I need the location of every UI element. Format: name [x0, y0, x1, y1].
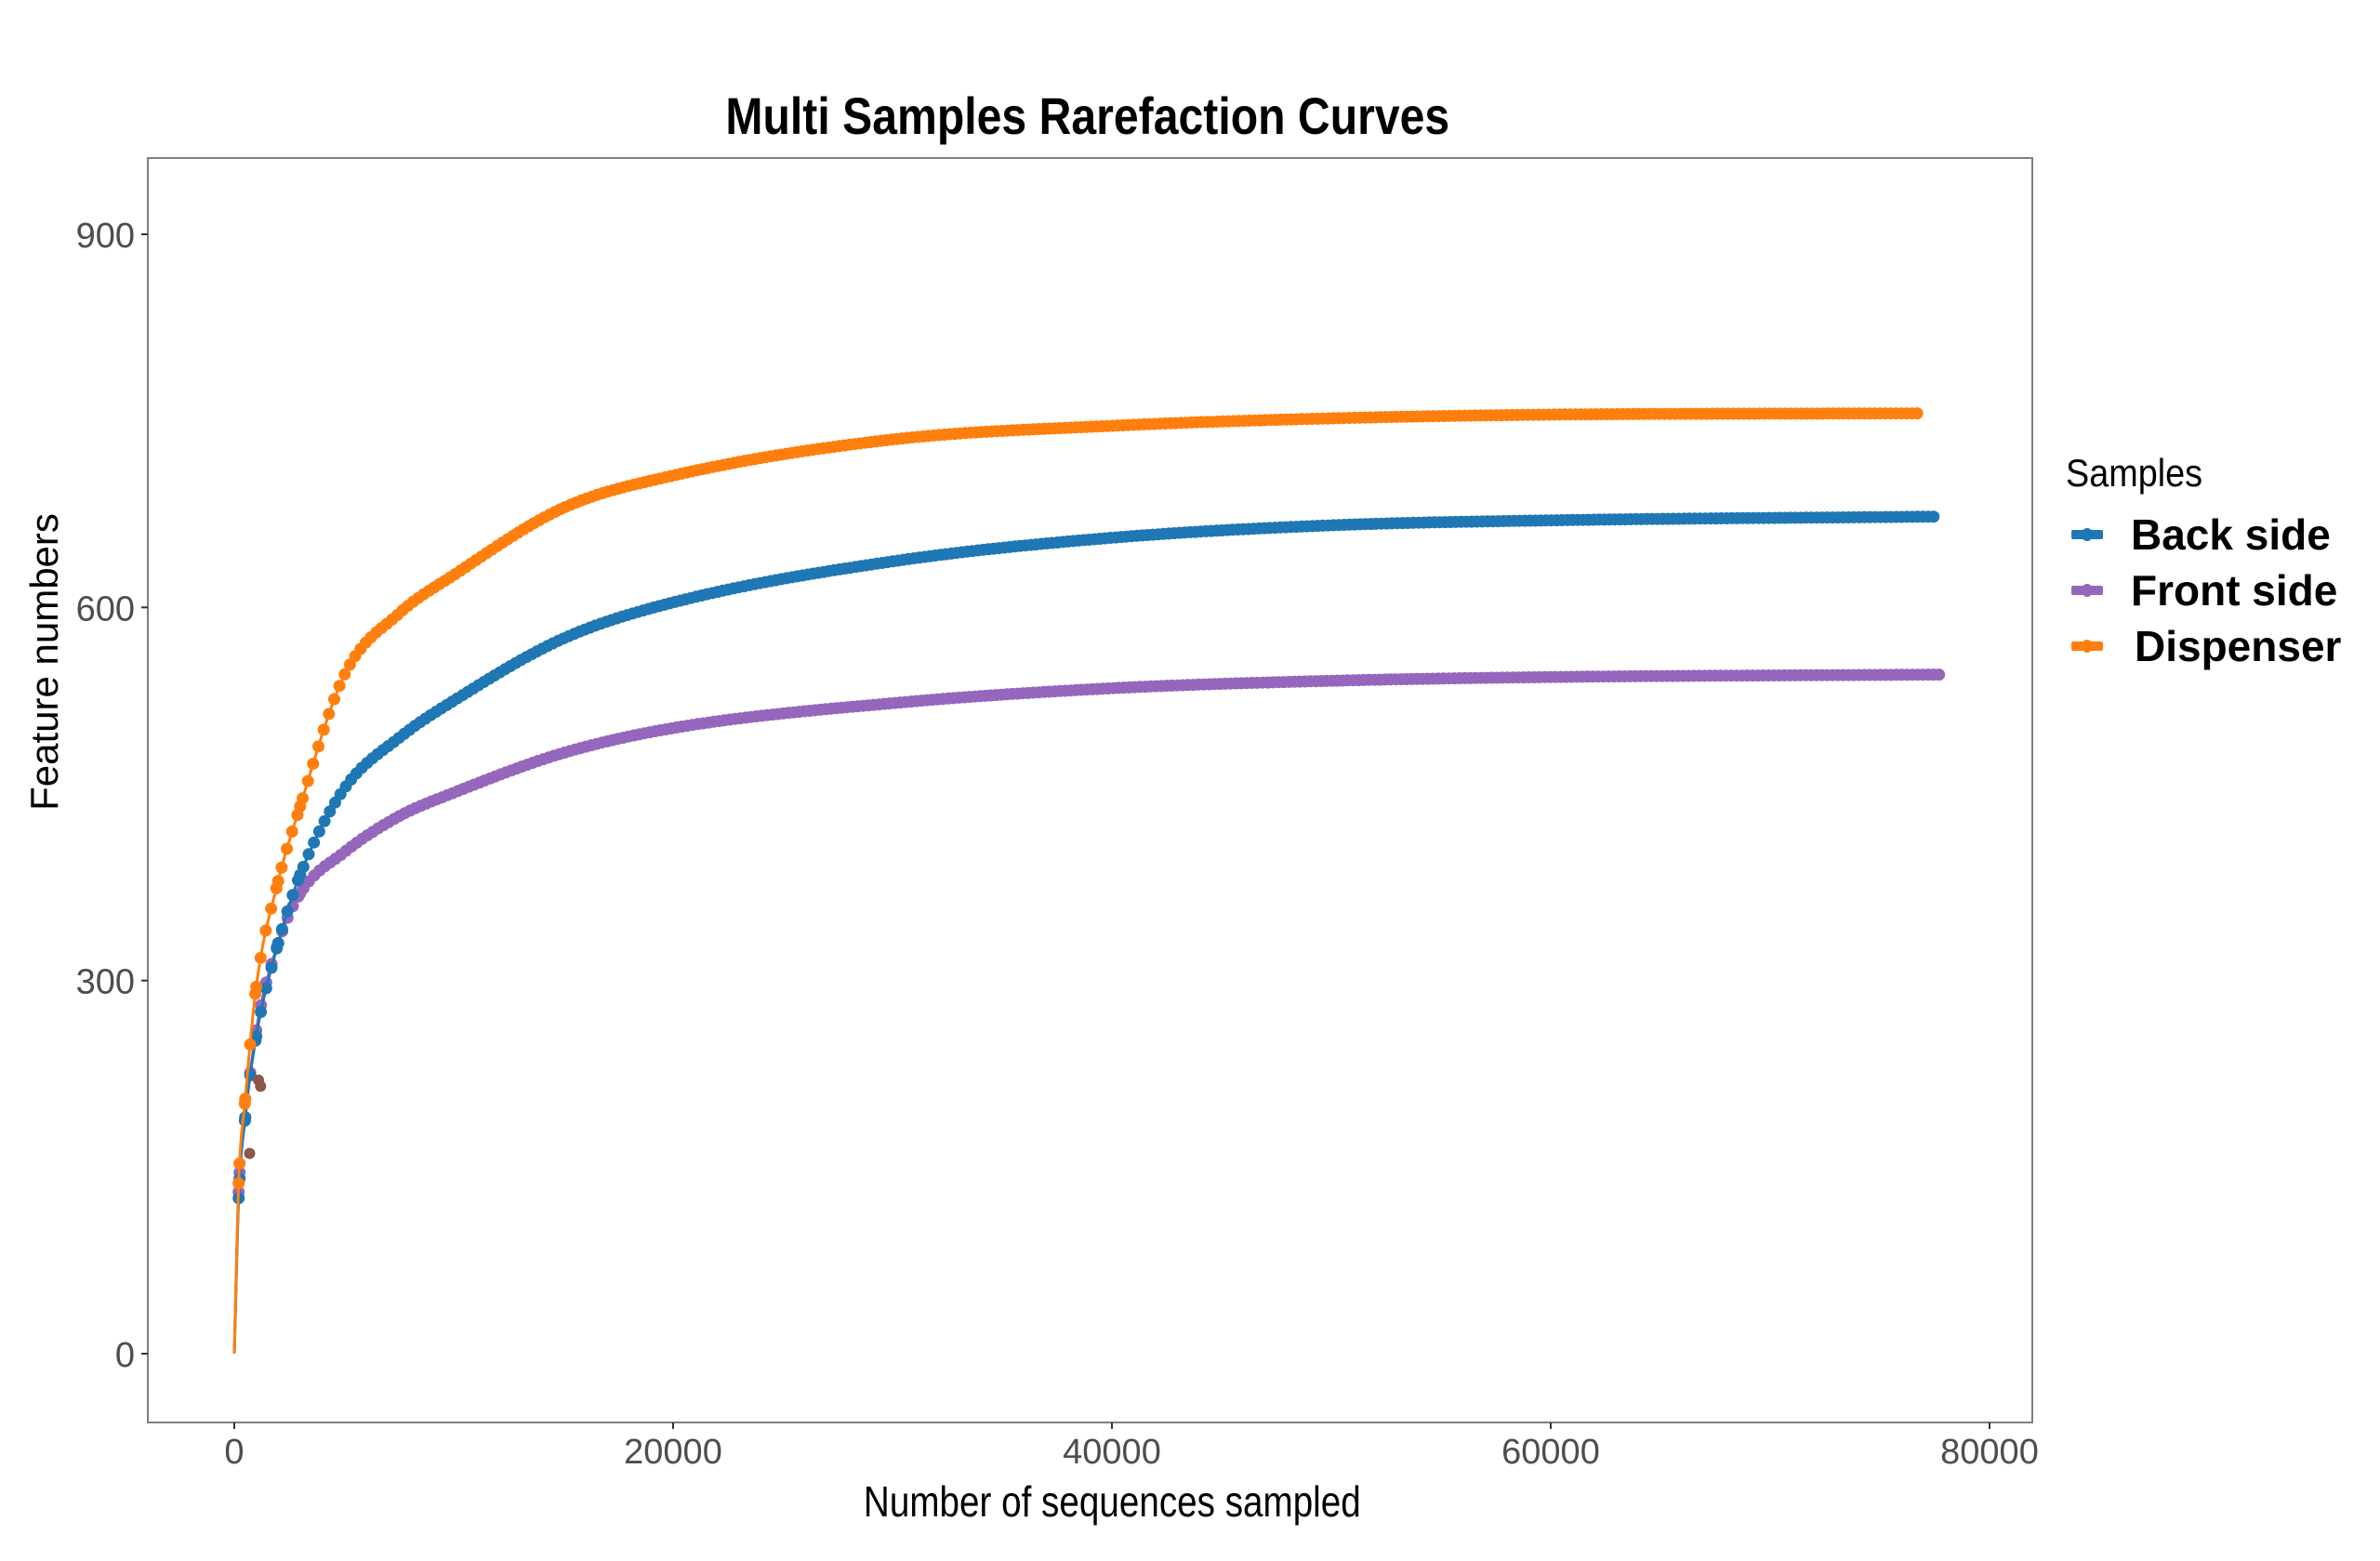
- series-layer: [232, 407, 1946, 1355]
- data-point: [317, 723, 330, 736]
- data-point: [302, 848, 315, 861]
- data-point: [312, 825, 325, 838]
- extra-points: [244, 1074, 267, 1159]
- data-point: [265, 961, 278, 974]
- x-axis-label: Number of sequences sampled: [234, 1476, 1990, 1527]
- data-point: [254, 951, 267, 964]
- chart-title-text: Multi Samples Rarefaction Curves: [725, 86, 1450, 145]
- y-tick-label: 600: [76, 589, 135, 628]
- data-point: [333, 680, 346, 693]
- data-point: [232, 1177, 245, 1190]
- data-point: [259, 924, 272, 937]
- data-point: [307, 757, 320, 770]
- data-point: [312, 740, 324, 753]
- data-point: [239, 1111, 252, 1124]
- legend-key-dispenser: [2071, 640, 2103, 653]
- legend-label-back-side: Back side: [2131, 510, 2331, 559]
- data-point: [259, 982, 272, 995]
- data-point: [338, 668, 351, 681]
- data-point: [265, 902, 278, 915]
- y-tick-label: 0: [115, 1336, 135, 1375]
- data-point: [275, 922, 288, 935]
- x-tick-label: 60000: [1501, 1433, 1600, 1472]
- plot-panel: [147, 157, 2033, 1423]
- y-tick-label: 300: [76, 963, 135, 1002]
- data-point: [328, 693, 340, 706]
- data-point: [271, 875, 284, 888]
- data-point: [301, 774, 314, 787]
- data-point: [324, 805, 337, 818]
- legend-label-front-side: Front side: [2131, 566, 2338, 615]
- data-point: [250, 980, 263, 993]
- data-point: [275, 861, 288, 874]
- x-tick-label: 20000: [624, 1433, 722, 1472]
- data-point: [239, 1092, 252, 1105]
- data-point: [255, 1006, 268, 1018]
- series-back-side: [232, 510, 1940, 1355]
- data-point: [285, 825, 298, 838]
- data-point: [244, 1147, 256, 1159]
- data-point: [1927, 510, 1940, 523]
- legend-key-front-side: [2071, 584, 2103, 597]
- x-tick-label: 0: [224, 1433, 244, 1472]
- data-point: [294, 800, 307, 813]
- data-point: [294, 868, 307, 881]
- data-point: [308, 836, 321, 849]
- data-point: [318, 814, 331, 827]
- legend-item-back-side: Back side: [2066, 507, 2341, 562]
- x-axis: 0 20000 40000 60000 80000: [224, 1422, 2039, 1472]
- data-point: [244, 1038, 257, 1051]
- legend-item-dispenser: Dispenser: [2066, 618, 2341, 674]
- series-dispenser: [232, 407, 1924, 1355]
- data-point: [1933, 668, 1946, 681]
- data-point: [281, 842, 294, 855]
- y-axis: 0 300 600 900: [76, 217, 148, 1375]
- x-axis-label-text: Number of sequences sampled: [863, 1477, 1361, 1526]
- data-point: [233, 1157, 246, 1170]
- legend-label-dispenser: Dispenser: [2135, 622, 2342, 670]
- legend: Samples Back side Front side Dispenser: [2066, 451, 2341, 674]
- x-tick-label: 80000: [1940, 1433, 2039, 1472]
- legend-title: Samples: [2066, 451, 2203, 495]
- data-point: [271, 937, 284, 949]
- data-point: [1911, 407, 1924, 420]
- y-axis-label: Feature numbers: [22, 513, 66, 811]
- legend-item-front-side: Front side: [2066, 562, 2341, 618]
- data-point: [323, 708, 336, 721]
- y-tick-label: 900: [76, 217, 135, 256]
- data-point: [286, 889, 299, 902]
- data-point: [281, 905, 294, 918]
- legend-key-back-side: [2071, 528, 2103, 541]
- data-point: [255, 1080, 267, 1092]
- chart-title: Multi Samples Rarefaction Curves: [0, 86, 2175, 146]
- x-tick-label: 40000: [1063, 1433, 1161, 1472]
